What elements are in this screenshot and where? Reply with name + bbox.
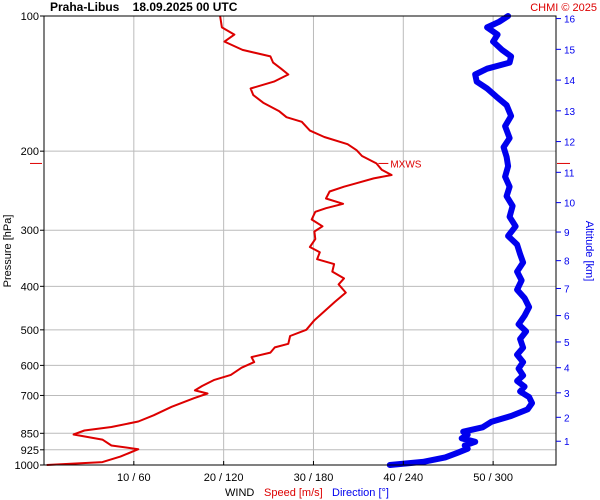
grid — [44, 16, 556, 465]
chart-title: Praha-Libus 18.09.2025 00 UTC — [50, 0, 238, 14]
x-tick-label: 20 / 120 — [204, 472, 244, 484]
altitude-tick-label: 9 — [564, 228, 570, 239]
pressure-axis-label: Pressure [hPa] — [2, 215, 14, 288]
x-tick-label: 40 / 240 — [383, 472, 423, 484]
altitude-axis-label: Altitude [km] — [583, 221, 595, 282]
pressure-tick-label: 1000 — [15, 460, 39, 472]
altitude-tick-label: 1 — [564, 437, 570, 448]
direction-series-line — [386, 13, 535, 468]
plot-border — [43, 15, 557, 466]
mxws-label: MXWS — [390, 159, 421, 170]
credit-text: CHMI © 2025 — [530, 2, 597, 14]
pressure-tick-label: 100 — [21, 11, 39, 23]
pressure-tick-label: 925 — [21, 445, 39, 457]
altitude-tick-label: 5 — [564, 338, 570, 349]
plot-frame — [43, 15, 557, 466]
pressure-tick-label: 600 — [21, 360, 39, 372]
altitude-tick-label: 16 — [564, 15, 576, 26]
altitude-tick-label: 10 — [564, 199, 576, 210]
pressure-tick-label: 400 — [21, 281, 39, 293]
altitude-tick-label: 15 — [564, 45, 576, 56]
altitude-tick-label: 8 — [564, 257, 570, 268]
ticks: 10 / 60 20 / 120 30 / 180 40 / 240 50 / 300 1… — [15, 11, 576, 484]
altitude-tick-label: 3 — [564, 389, 570, 400]
pressure-tick-label: 700 — [21, 390, 39, 402]
x-axis-label-direction: Direction [°] — [332, 487, 389, 499]
altitude-tick-label: 4 — [564, 364, 570, 375]
altitude-tick-label: 11 — [564, 168, 575, 179]
series-layer: MXWS — [30, 13, 570, 468]
pressure-tick-label: 300 — [21, 225, 39, 237]
pressure-tick-label: 850 — [21, 428, 39, 440]
pressure-tick-label: 500 — [21, 325, 39, 337]
altitude-tick-label: 6 — [564, 312, 570, 323]
altitude-tick-label: 14 — [564, 76, 576, 87]
pressure-tick-label: 200 — [21, 146, 39, 158]
altitude-tick-label: 12 — [564, 138, 576, 149]
speed-series-line — [46, 15, 393, 466]
x-tick-label: 10 / 60 — [117, 472, 151, 484]
x-tick-label: 50 / 300 — [473, 472, 513, 484]
altitude-tick-label: 2 — [564, 413, 570, 424]
x-tick-label: 30 / 180 — [294, 472, 334, 484]
altitude-tick-label: 7 — [564, 284, 570, 295]
x-axis-label-wind: WIND — [225, 487, 254, 499]
x-axis-label-speed: Speed [m/s] — [264, 487, 323, 499]
altitude-tick-label: 13 — [564, 107, 576, 118]
